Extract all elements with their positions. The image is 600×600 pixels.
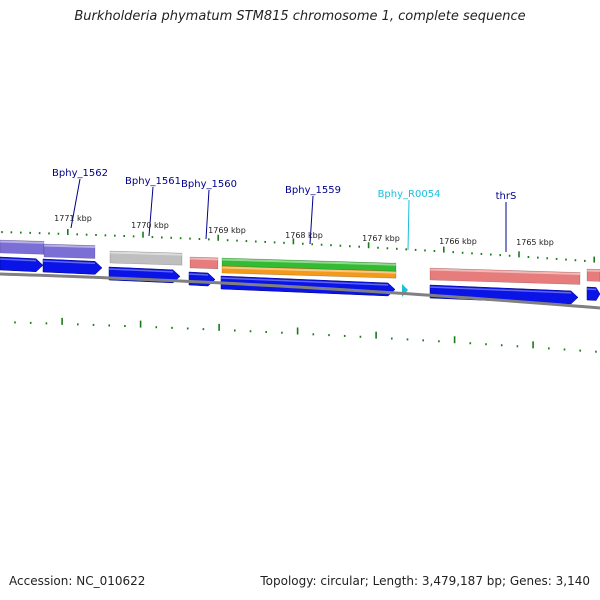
inner-tick-marks — [14, 317, 597, 353]
scale-label: 1768 kbp — [285, 231, 323, 240]
gene-leader-line — [70, 178, 81, 229]
scale-label: 1769 kbp — [208, 226, 246, 235]
cds-highlight — [586, 288, 597, 291]
outer-tick-marks — [1, 229, 596, 263]
cds-arrow — [0, 256, 44, 272]
gene-label: thrS — [496, 191, 517, 202]
feature-blocks — [0, 239, 600, 285]
gene-label: Bphy_1562 — [52, 168, 108, 179]
feature-highlight — [189, 257, 219, 261]
gene-label: Bphy_1559 — [285, 185, 341, 196]
feature-highlight — [429, 268, 581, 275]
cds-arrow — [586, 286, 600, 301]
feature-block — [429, 267, 581, 285]
feature-block — [43, 243, 96, 259]
feature-block — [189, 256, 219, 270]
feature-block — [109, 250, 183, 266]
gene-leader-line — [148, 186, 154, 237]
accession-text: Accession: NC_010622 — [9, 574, 146, 588]
feature-highlight — [0, 240, 45, 244]
gene-label: Bphy_1560 — [181, 179, 237, 190]
scale-label: 1767 kbp — [362, 234, 400, 243]
gene-label: Bphy_1561 — [125, 176, 181, 187]
cds-highlight — [0, 258, 37, 262]
cds-highlight — [42, 260, 96, 265]
gene-leader-line — [407, 199, 410, 251]
topology-summary-text: Topology: circular; Length: 3,479,187 bp… — [260, 574, 590, 588]
feature-highlight — [43, 244, 96, 249]
scale-label: 1770 kbp — [131, 221, 169, 230]
cds-arrow — [42, 258, 103, 275]
feature-highlight — [109, 251, 183, 256]
cds-highlight — [188, 273, 209, 276]
gene-label: Bphy_R0054 — [378, 189, 441, 200]
scale-label: 1771 kbp — [54, 214, 92, 223]
scale-label: 1765 kbp — [516, 238, 554, 247]
chromosome-backbone — [0, 272, 600, 310]
scale-label: 1766 kbp — [439, 237, 477, 246]
gene-leader-line — [309, 195, 314, 245]
cds-highlight — [429, 286, 572, 294]
feature-highlight — [221, 258, 397, 266]
feature-highlight — [221, 266, 397, 274]
gene-label-leaders — [70, 178, 507, 252]
backbone-line — [0, 272, 600, 310]
map-title: Burkholderia phymatum STM815 chromosome … — [74, 9, 526, 24]
gene-leader-line — [205, 189, 210, 240]
feature-block — [221, 265, 397, 279]
gene-labels: Bphy_1562 Bphy_1561 Bphy_1560 Bphy_1559 Bphy… — [52, 168, 516, 202]
cds-highlight — [108, 268, 174, 273]
feature-block — [586, 268, 600, 282]
scale-labels: 1771 kbp 1770 kbp 1769 kbp 1768 kbp 1767 kbp… — [54, 214, 554, 247]
cds-highlight — [220, 277, 389, 286]
